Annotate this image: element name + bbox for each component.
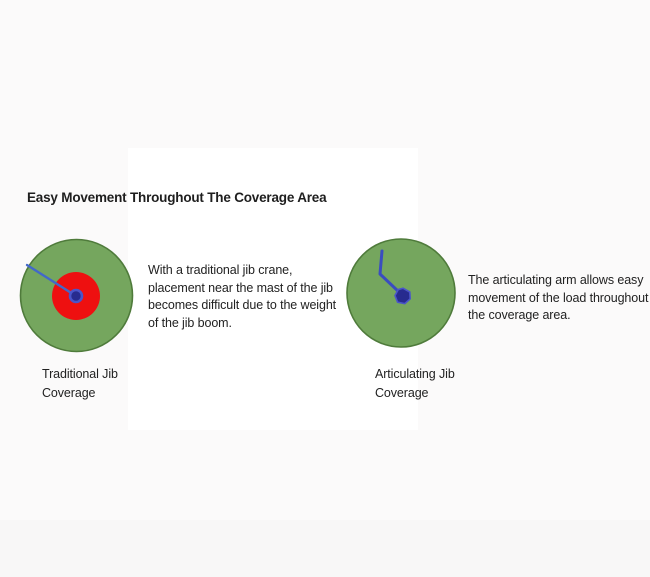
page-title: Easy Movement Throughout The Coverage Ar… <box>27 190 327 205</box>
articulating-jib-label: Articulating Jib Coverage <box>375 365 455 403</box>
load-marker <box>394 287 412 305</box>
articulating-jib-diagram <box>346 238 456 348</box>
jib-boom-line <box>25 263 78 298</box>
traditional-jib-label: Traditional Jib Coverage <box>42 365 118 403</box>
description-line: movement of the load throughout <box>468 290 649 305</box>
label-line: Coverage <box>375 386 429 400</box>
load-marker <box>68 288 84 304</box>
articulating-description: The articulating arm allows easy movemen… <box>468 272 648 325</box>
description-line: becomes difficult due to the weight <box>148 298 337 312</box>
traditional-jib-diagram <box>19 238 134 353</box>
description-line: placement near the mast of the jib <box>148 280 333 295</box>
articulating-arm-line <box>378 249 402 295</box>
bottom-band <box>0 520 650 577</box>
label-line: Coverage <box>42 386 96 400</box>
traditional-description: With a traditional jib crane, placement … <box>148 262 336 332</box>
description-line: the coverage area. <box>468 308 571 322</box>
label-line: Articulating Jib <box>375 367 455 381</box>
label-line: Traditional Jib <box>42 367 118 381</box>
description-line: The articulating arm allows easy <box>468 273 644 287</box>
description-line: With a traditional jib crane, <box>148 263 293 277</box>
description-line: of the jib boom. <box>148 315 232 330</box>
